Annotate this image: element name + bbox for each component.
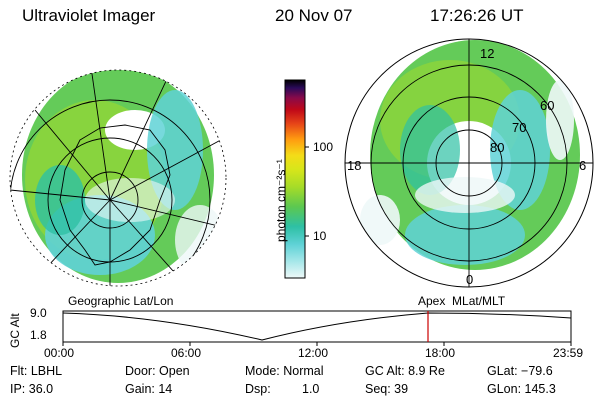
colorbar-unit-label: photon cm⁻²s⁻¹ — [274, 159, 288, 242]
dsp-label: Dsp: — [245, 382, 271, 396]
mode-status: Mode: Normal — [245, 364, 324, 378]
time-tick-1800: 18:00 — [425, 346, 456, 360]
time-tick-1200: 12:00 — [298, 346, 329, 360]
time-tick-0000: 00:00 — [44, 346, 75, 360]
colorbar-tick-label-10: 10 — [313, 229, 327, 243]
geographic-caption: Geographic Lat/Lon — [68, 294, 174, 308]
altitude-axis-label: GC Alt — [8, 313, 22, 348]
geo-longitude-status: GLon: 145.3 — [487, 382, 556, 396]
mlat-label-60: 60 — [540, 98, 555, 113]
mlt-label-6: 6 — [579, 158, 587, 173]
geographic-map — [9, 69, 227, 287]
mlat-label-80: 80 — [490, 140, 505, 155]
altitude-tick-min: 1.8 — [30, 328, 47, 342]
instrument-title: Ultraviolet Imager — [22, 6, 156, 25]
dsp-value: 1.0 — [302, 382, 320, 396]
mlat-label-70: 70 — [512, 120, 527, 135]
mlt-label-0: 0 — [466, 272, 474, 287]
time-tick-2359: 23:59 — [553, 346, 584, 360]
mlat-mlt-plot — [344, 38, 594, 288]
geo-latitude-status: GLat: −79.6 — [487, 364, 553, 378]
altitude-tick-max: 9.0 — [30, 306, 47, 320]
colorbar — [284, 79, 306, 279]
altitude-plot — [62, 310, 572, 346]
colorbar-tick-label-100: 100 — [313, 140, 334, 154]
mlt-label-12: 12 — [480, 46, 495, 61]
gain-status: Gain: 14 — [125, 382, 173, 396]
mlt-label-18: 18 — [347, 158, 362, 173]
ip-status: IP: 36.0 — [10, 382, 54, 396]
time-label: 17:26:26 UT — [430, 6, 524, 25]
gc-altitude-status: GC Alt: 8.9 Re — [365, 364, 445, 378]
filter-status: Flt: LBHL — [10, 364, 63, 378]
door-status: Door: Open — [125, 364, 190, 378]
sequence-status: Seq: 39 — [365, 382, 409, 396]
time-tick-0600: 06:00 — [171, 346, 202, 360]
apex-caption: Apex MLat/MLT — [418, 294, 506, 308]
date-label: 20 Nov 07 — [275, 6, 353, 25]
